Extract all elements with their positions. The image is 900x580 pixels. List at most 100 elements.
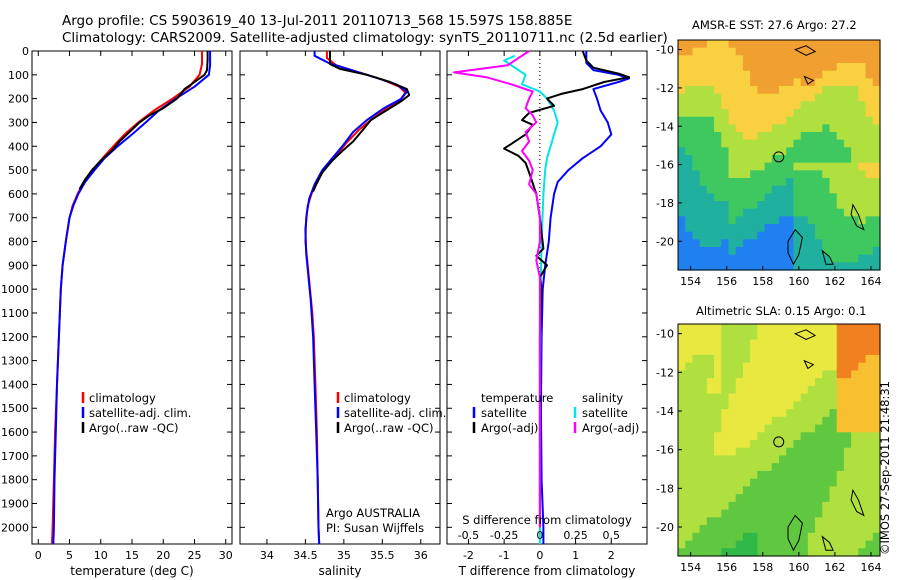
map-sla-cell — [699, 532, 708, 542]
map-sla-cell — [685, 362, 694, 371]
depth-tick-label: 1700 — [1, 450, 29, 463]
map-sst-cell — [815, 124, 823, 133]
map-sla-cell — [779, 432, 787, 441]
map-sla-cell — [685, 378, 694, 387]
map-sst-cell — [750, 147, 758, 156]
map-sla-cell — [721, 501, 730, 511]
map-sst-cell — [836, 208, 845, 217]
map-sst-cell — [735, 78, 744, 87]
map-sst-cell — [822, 40, 831, 49]
map-sla-cell — [678, 362, 686, 371]
map-sla-cell — [699, 463, 708, 472]
map-sst-cell — [742, 93, 751, 102]
map-sla-cell — [692, 393, 701, 402]
map-sst-cell — [793, 155, 802, 164]
map-sst-cell — [865, 86, 874, 95]
map-sla-cell — [692, 470, 701, 480]
map-sst-cell — [750, 124, 758, 133]
map-sst-cell — [757, 55, 766, 64]
map-sla-cell — [757, 509, 766, 518]
map-sst-cell — [771, 231, 780, 240]
map-sst-cell — [735, 247, 744, 256]
map-sla-cell — [822, 362, 831, 371]
map-sst-cell — [829, 70, 838, 79]
map-sla-cell — [786, 370, 795, 379]
map-sst-cell — [858, 193, 867, 202]
map-sla-cell — [735, 470, 744, 480]
map-sla-cell — [829, 478, 838, 487]
map-sla-cell — [757, 517, 766, 526]
map-sst-cell — [779, 262, 787, 271]
map-sla-cell — [872, 525, 881, 534]
map-sst-cell — [771, 162, 780, 171]
map-sst-cell — [779, 139, 787, 148]
map-sst-cell — [800, 193, 809, 202]
map-sla-cell — [779, 409, 787, 418]
map-sla-cell — [764, 393, 773, 402]
map-sla-cell — [829, 331, 838, 341]
map-sla-cell — [858, 393, 867, 402]
map-sla-cell — [858, 339, 867, 348]
map-sst-cell — [851, 231, 859, 240]
map-sst-cell — [757, 185, 766, 194]
map-sst-cell — [685, 155, 694, 164]
map-sst-cell — [836, 93, 845, 102]
map-sst-cell — [872, 155, 881, 164]
map-sst-cell — [742, 231, 751, 240]
map-sla-cell — [714, 463, 722, 472]
map-sst-cell — [836, 201, 845, 210]
map-sst-cell — [829, 201, 838, 210]
map-sla-cell — [858, 486, 867, 495]
map-sst-cell — [822, 47, 831, 56]
map-sla-cell — [815, 339, 823, 348]
map-sla-cell — [851, 440, 859, 449]
map-sst-cell — [779, 224, 787, 233]
map-sla-cell — [858, 532, 867, 542]
map-sla-cell — [829, 347, 838, 356]
map-sst-cell — [692, 170, 701, 179]
depth-tick-label: 1100 — [1, 307, 29, 320]
map-sla-cell — [836, 440, 845, 449]
map-sst-cell — [800, 93, 809, 102]
map-sla-cell — [685, 331, 694, 341]
map-sla-cell — [764, 540, 773, 549]
map-sst-cell — [829, 162, 838, 171]
map-sla-cell — [685, 447, 694, 457]
map-sst-cell — [815, 254, 823, 263]
map-sst-cell — [706, 147, 715, 156]
map-sst-cell — [793, 40, 802, 49]
map-sst-cell — [685, 216, 694, 225]
map-sst-cell — [742, 40, 751, 49]
map-sla-cell — [843, 501, 852, 511]
map-sst-cell — [843, 178, 852, 187]
map-sst-cell — [742, 216, 751, 225]
map-sst-cell — [714, 101, 722, 110]
map-sst-cell — [771, 70, 780, 79]
map-sst-cell — [728, 170, 737, 179]
map-sla-cell — [793, 416, 802, 426]
map-sst-cell — [807, 139, 816, 148]
map-sla-cell — [692, 509, 701, 518]
map-sla-cell — [872, 440, 881, 449]
map-sla-cell — [865, 370, 874, 379]
map-sst-cell — [721, 254, 730, 263]
map-sla-cell — [757, 347, 766, 356]
map-sst-cell — [858, 155, 867, 164]
map-sla-cell — [843, 517, 852, 526]
map-sla-cell — [750, 416, 758, 426]
map-sla-cell — [728, 416, 737, 426]
map-sst-cell — [836, 231, 845, 240]
map-sla-cell — [714, 532, 722, 542]
map-sla-cell — [706, 347, 715, 356]
difference-x2label: S difference from climatology — [462, 513, 632, 527]
map-sla-cell — [779, 486, 787, 495]
map-sla-cell — [735, 432, 744, 441]
map-sla-cell — [692, 347, 701, 356]
map-sst-cell — [843, 239, 852, 248]
map-sst-cell — [800, 216, 809, 225]
temperature-xtick-label: 30 — [219, 549, 233, 562]
map-sla-cell — [829, 525, 838, 534]
map-sla-cell — [822, 370, 831, 379]
map-sla-cell — [807, 494, 816, 503]
map-sla-cell — [750, 440, 758, 449]
